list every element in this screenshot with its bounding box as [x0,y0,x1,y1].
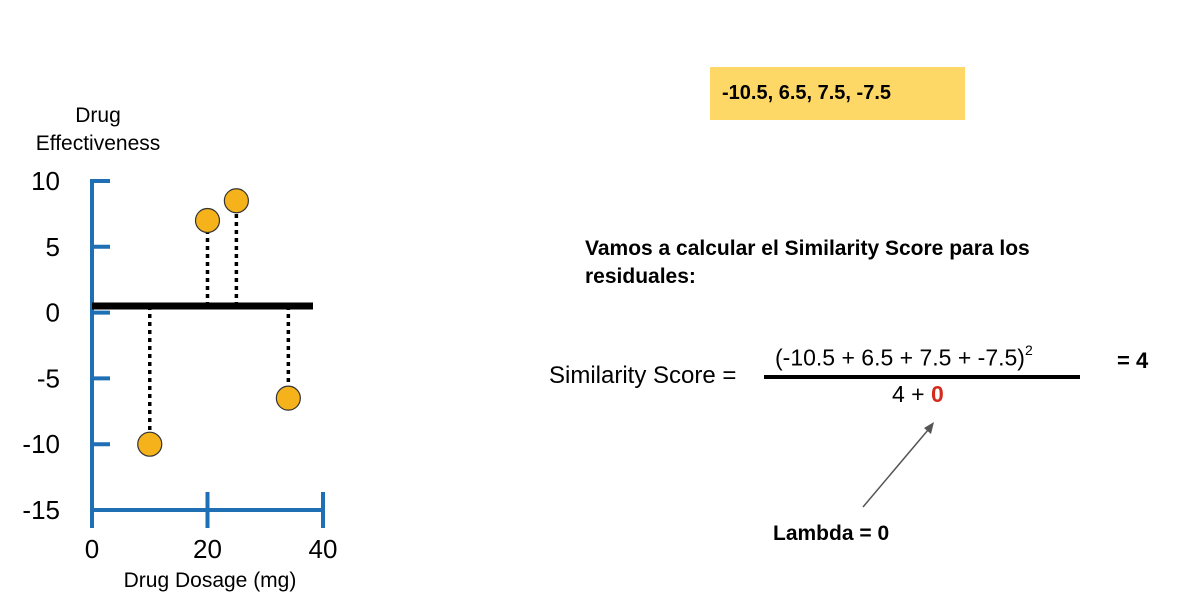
y-axis-label-line1: Drug [75,104,121,127]
lambda-value: 0 [931,381,944,407]
y-tick-label: -15 [22,495,60,525]
residuals-text: -10.5, 6.5, 7.5, -7.5 [722,82,891,104]
lambda-arrow [862,429,929,508]
y-tick-label: 5 [46,232,60,262]
similarity-score-label: Similarity Score = [549,362,737,389]
numerator-sum: (-10.5 + 6.5 + 7.5 + -7.5) [775,344,1025,371]
lambda-arrow-head [924,422,934,434]
lambda-annotation: Lambda = 0 [773,522,890,545]
x-tick-label: 0 [85,534,99,564]
y-axis-label-line2: Effectiveness [36,132,161,155]
data-point [223,188,249,214]
formula-numerator: (-10.5 + 6.5 + 7.5 + -7.5)2 [775,342,1033,372]
y-tick-label: -10 [22,429,60,459]
x-tick-label: 20 [193,534,222,564]
residuals-box: -10.5, 6.5, 7.5, -7.5 [710,67,965,120]
data-point [137,431,163,457]
numerator-exponent: 2 [1024,342,1033,358]
instruction-heading: Vamos a calcular el Similarity Score par… [585,237,1030,288]
formula-result: = 4 [1117,348,1149,373]
x-tick-label: 40 [309,534,338,564]
y-axis-label: Drug Effectiveness [36,104,161,155]
data-point [194,207,221,234]
y-tick-label: -5 [37,363,60,393]
formula-denominator: 4 + 0 [892,381,944,408]
y-tick-label: 10 [31,166,60,196]
y-tick-label: 0 [46,298,60,328]
x-axis-label: Drug Dosage (mg) [124,569,297,592]
denominator-prefix: 4 + [892,381,932,407]
data-point [275,385,301,411]
